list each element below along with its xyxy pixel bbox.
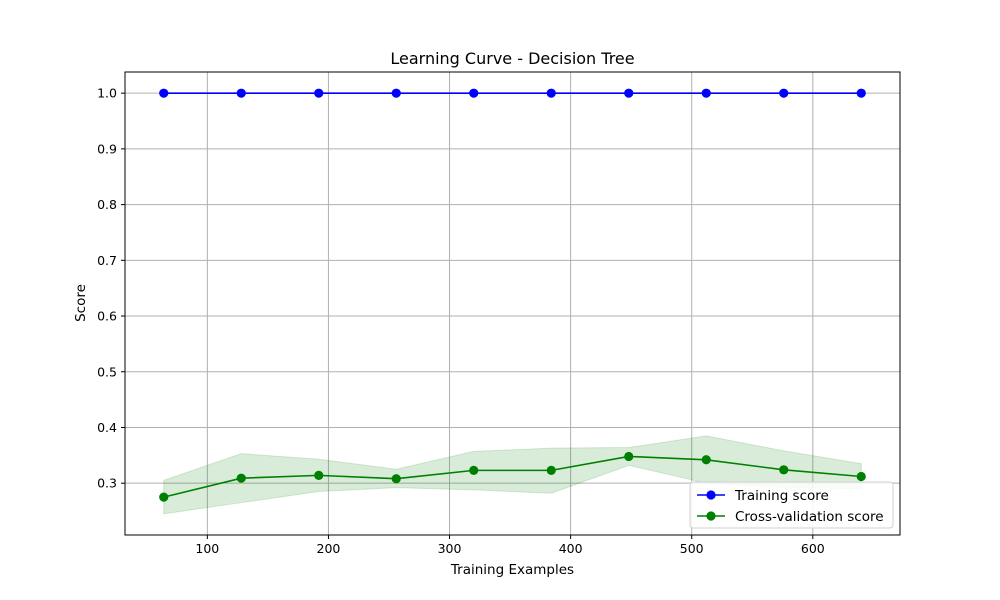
y-tick-label: 0.7 — [97, 253, 117, 268]
data-point-1 — [236, 473, 246, 483]
data-point-0 — [856, 88, 866, 98]
x-tick-label: 100 — [195, 541, 219, 556]
data-point-0 — [701, 88, 711, 98]
data-point-1 — [546, 465, 556, 475]
legend: Training score Cross-validation score — [689, 481, 894, 529]
tick-layer: 100 200 300 400 500 600 0.3 0.4 0.5 0.6 0.7 0.8 0.9 1… — [97, 86, 825, 556]
data-point-0 — [159, 88, 169, 98]
x-tick-label: 300 — [438, 541, 462, 556]
legend-swatch-marker-0 — [706, 490, 716, 500]
data-point-1 — [469, 465, 479, 475]
data-point-1 — [314, 470, 324, 480]
x-tick-label: 200 — [317, 541, 341, 556]
x-tick-label: 600 — [801, 541, 825, 556]
legend-label-1: Cross-validation score — [735, 509, 884, 525]
plot-frame — [124, 71, 901, 536]
line-layer — [163, 92, 862, 498]
data-point-1 — [391, 474, 401, 484]
y-tick-label: 0.5 — [97, 364, 117, 379]
data-point-1 — [856, 471, 866, 482]
y-tick-label: 0.3 — [97, 476, 117, 491]
data-point-0 — [779, 88, 789, 98]
x-tick-label: 500 — [680, 541, 704, 556]
chart-title: Learning Curve - Decision Tree — [390, 49, 634, 68]
y-axis-title: Score — [73, 284, 89, 322]
x-axis-title: Training Examples — [450, 562, 574, 578]
data-point-0 — [469, 88, 479, 98]
data-point-0 — [624, 88, 634, 98]
data-point-1 — [159, 492, 169, 502]
y-tick-label: 0.9 — [97, 141, 117, 156]
data-point-0 — [236, 88, 246, 98]
band-layer — [163, 92, 862, 515]
y-tick-label: 0.4 — [97, 420, 117, 435]
data-point-0 — [314, 88, 324, 98]
y-tick-label: 0.6 — [97, 309, 117, 324]
data-point-1 — [779, 465, 789, 475]
legend-box — [689, 481, 894, 529]
marker-layer — [159, 88, 866, 502]
x-tick-label: 400 — [559, 541, 583, 556]
y-tick-label: 1.0 — [97, 86, 117, 101]
data-point-1 — [624, 451, 634, 462]
y-tick-label: 0.8 — [97, 197, 117, 212]
data-point-1 — [701, 455, 711, 465]
data-point-0 — [391, 88, 401, 98]
series-line-1 — [163, 455, 862, 498]
legend-label-0: Training score — [734, 488, 829, 504]
data-point-0 — [546, 88, 556, 98]
legend-swatch-marker-1 — [706, 511, 716, 521]
